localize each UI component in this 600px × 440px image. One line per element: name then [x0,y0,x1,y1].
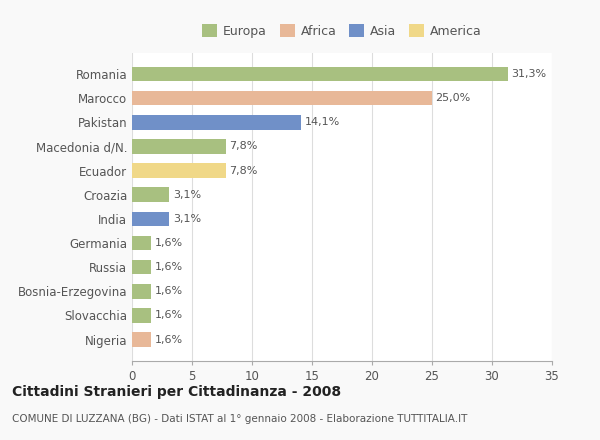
Bar [132,67,508,81]
Text: 7,8%: 7,8% [229,141,257,151]
Bar [132,284,151,298]
Text: 3,1%: 3,1% [173,214,201,224]
Bar [132,332,151,347]
Legend: Europa, Africa, Asia, America: Europa, Africa, Asia, America [197,19,487,43]
Bar [132,139,226,154]
Bar [132,260,151,275]
Text: Cittadini Stranieri per Cittadinanza - 2008: Cittadini Stranieri per Cittadinanza - 2… [12,385,341,399]
Bar [132,115,301,129]
Text: 1,6%: 1,6% [155,286,183,296]
Text: 3,1%: 3,1% [173,190,201,200]
Bar [132,308,151,323]
Text: 1,6%: 1,6% [155,311,183,320]
Text: 1,6%: 1,6% [155,334,183,345]
Text: COMUNE DI LUZZANA (BG) - Dati ISTAT al 1° gennaio 2008 - Elaborazione TUTTITALIA: COMUNE DI LUZZANA (BG) - Dati ISTAT al 1… [12,414,467,425]
Bar [132,91,432,106]
Text: 1,6%: 1,6% [155,262,183,272]
Text: 25,0%: 25,0% [436,93,471,103]
Bar [132,236,151,250]
Text: 31,3%: 31,3% [511,69,547,79]
Bar [132,163,226,178]
Bar [132,212,169,226]
Text: 1,6%: 1,6% [155,238,183,248]
Text: 14,1%: 14,1% [305,117,340,127]
Bar [132,187,169,202]
Text: 7,8%: 7,8% [229,165,257,176]
